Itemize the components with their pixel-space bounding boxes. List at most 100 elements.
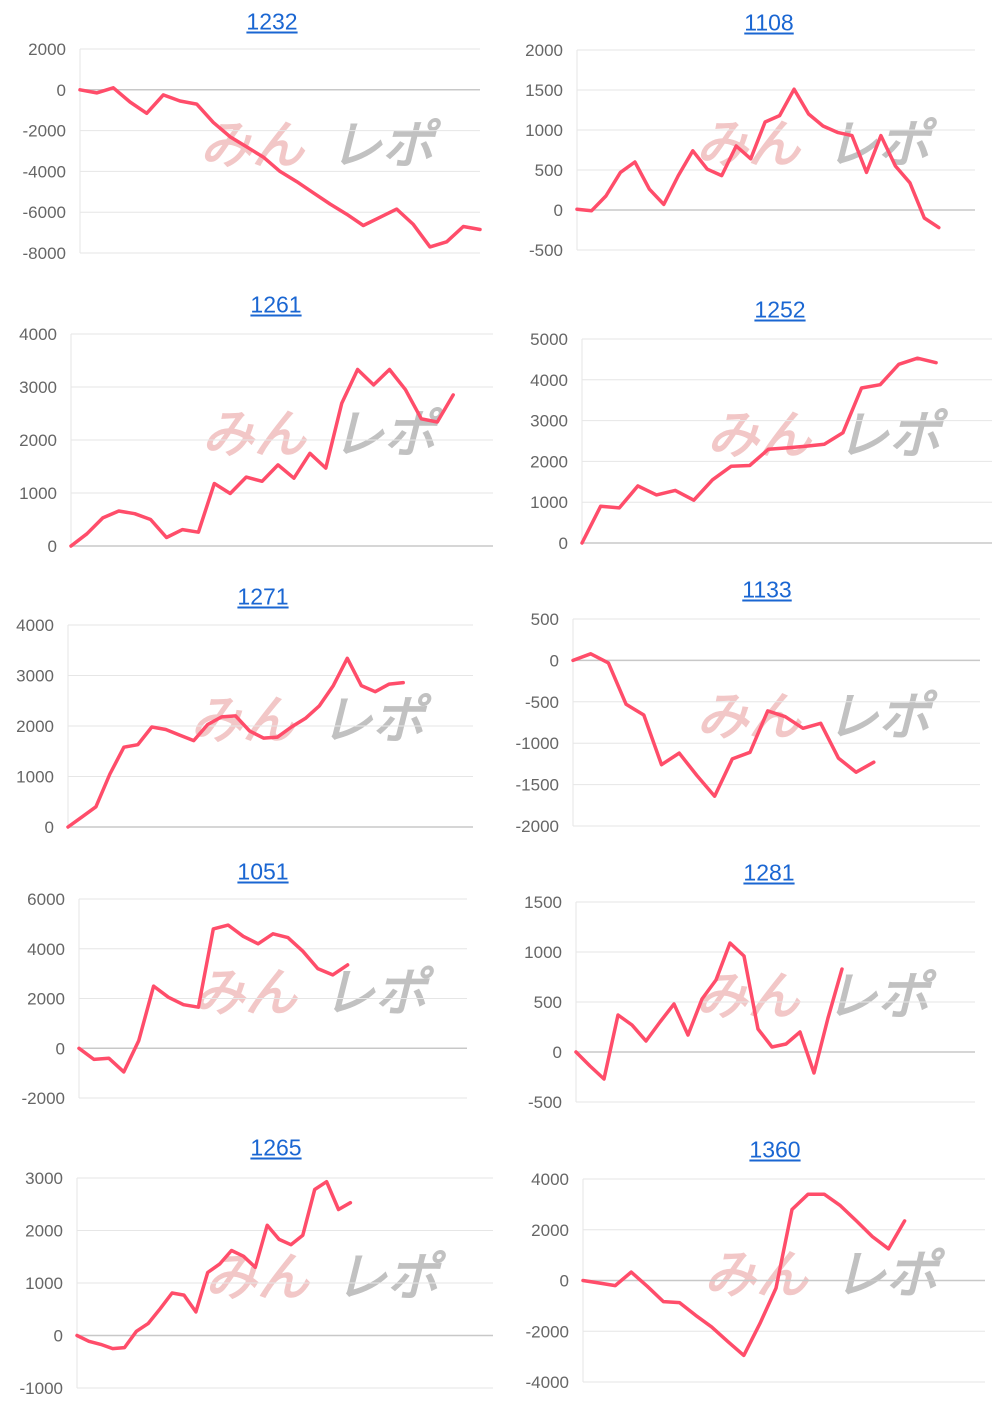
- y-tick-label: 0: [54, 1327, 63, 1346]
- y-tick-label: 2000: [28, 40, 66, 59]
- y-tick-label: 0: [559, 534, 568, 553]
- y-tick-label: -4000: [23, 162, 66, 181]
- y-tick-label: 0: [56, 1039, 65, 1058]
- y-tick-label: 3000: [25, 1169, 63, 1188]
- y-tick-label: 0: [560, 1272, 569, 1291]
- chart-title-link[interactable]: 1252: [754, 296, 806, 323]
- watermark-logo: レポ: [335, 1249, 447, 1307]
- watermark-logo: みん: [697, 689, 803, 747]
- y-tick-label: -500: [525, 693, 559, 712]
- y-tick-label: 1500: [525, 81, 563, 100]
- data-line: [575, 87, 941, 230]
- y-tick-label: 2000: [25, 1222, 63, 1241]
- y-tick-label: 6000: [27, 890, 65, 909]
- y-tick-label: -2000: [22, 1089, 65, 1108]
- data-line: [75, 1179, 353, 1351]
- watermark-logo: レポ: [332, 406, 444, 464]
- y-tick-label: 4000: [19, 325, 57, 344]
- watermark-logo: みん: [696, 116, 802, 174]
- watermark-logo: レポ: [330, 117, 442, 175]
- y-tick-label: 0: [57, 81, 66, 100]
- data-line: [78, 86, 482, 249]
- y-tick-label: 500: [535, 161, 563, 180]
- watermark-logo: みん: [200, 117, 306, 175]
- y-tick-label: 5000: [530, 330, 568, 349]
- y-tick-label: 2000: [530, 452, 568, 471]
- watermark-logo: レポ: [323, 965, 435, 1023]
- data-line: [581, 1192, 907, 1358]
- y-tick-label: 2000: [525, 41, 563, 60]
- chart-title-link[interactable]: 1133: [742, 576, 792, 603]
- y-tick-label: 0: [45, 818, 54, 837]
- chart-title-link[interactable]: 1271: [237, 583, 289, 610]
- y-tick-label: 4000: [16, 616, 54, 635]
- watermark-logo: レポ: [837, 407, 949, 465]
- chart-title-link[interactable]: 1265: [250, 1134, 302, 1161]
- chart-title-link[interactable]: 1232: [246, 8, 298, 35]
- y-tick-label: -500: [528, 1093, 562, 1112]
- y-tick-label: 2000: [19, 431, 57, 450]
- y-tick-label: -6000: [23, 203, 66, 222]
- chart-title-link[interactable]: 1108: [744, 9, 794, 36]
- chart-title-link[interactable]: 1051: [237, 858, 289, 885]
- y-tick-label: 2000: [16, 717, 54, 736]
- watermark-logo: みん: [193, 965, 299, 1023]
- y-tick-label: -4000: [526, 1373, 569, 1392]
- watermark-logo: レポ: [321, 692, 433, 750]
- y-tick-label: 1000: [16, 768, 54, 787]
- y-tick-label: 0: [554, 201, 563, 220]
- data-line: [574, 941, 844, 1081]
- y-tick-label: 4000: [27, 940, 65, 959]
- y-tick-label: 0: [550, 651, 559, 670]
- watermark-logo: みん: [202, 406, 308, 464]
- watermark-logo: レポ: [826, 116, 938, 174]
- data-line: [66, 656, 405, 829]
- y-tick-label: -1000: [20, 1379, 63, 1398]
- y-tick-label: 500: [531, 610, 559, 629]
- y-tick-label: -2000: [516, 817, 559, 836]
- y-tick-label: 1000: [25, 1274, 63, 1293]
- y-tick-label: 2000: [27, 990, 65, 1009]
- y-tick-label: -2000: [526, 1322, 569, 1341]
- watermark-logo: みん: [696, 968, 802, 1026]
- y-tick-label: 500: [534, 993, 562, 1012]
- watermark-logo: レポ: [834, 1247, 946, 1305]
- watermark-logo: みん: [704, 1247, 810, 1305]
- y-tick-label: 1000: [525, 121, 563, 140]
- y-tick-label: 4000: [531, 1170, 569, 1189]
- y-tick-label: -1000: [516, 734, 559, 753]
- y-tick-label: 1500: [524, 893, 562, 912]
- data-line: [571, 652, 876, 798]
- y-tick-label: 0: [553, 1043, 562, 1062]
- y-tick-label: 3000: [16, 667, 54, 686]
- y-tick-label: 1000: [524, 943, 562, 962]
- chart-title-link[interactable]: 1360: [749, 1136, 801, 1163]
- y-tick-label: 3000: [19, 378, 57, 397]
- y-tick-label: 0: [48, 537, 57, 556]
- y-tick-label: -1500: [516, 776, 559, 795]
- data-line: [580, 356, 938, 545]
- y-tick-label: 2000: [531, 1221, 569, 1240]
- y-tick-label: 4000: [530, 371, 568, 390]
- watermark-logo: みん: [191, 692, 297, 750]
- data-line: [77, 923, 350, 1074]
- y-tick-label: 1000: [19, 484, 57, 503]
- y-tick-label: -500: [529, 241, 563, 260]
- chart-title-link[interactable]: 1281: [743, 859, 795, 886]
- watermark-logo: レポ: [826, 968, 938, 1026]
- y-tick-label: -8000: [23, 244, 66, 263]
- y-tick-label: 1000: [530, 493, 568, 512]
- y-tick-label: -2000: [23, 122, 66, 141]
- watermark-logo: みん: [707, 407, 813, 465]
- chart-title-link[interactable]: 1261: [250, 291, 302, 318]
